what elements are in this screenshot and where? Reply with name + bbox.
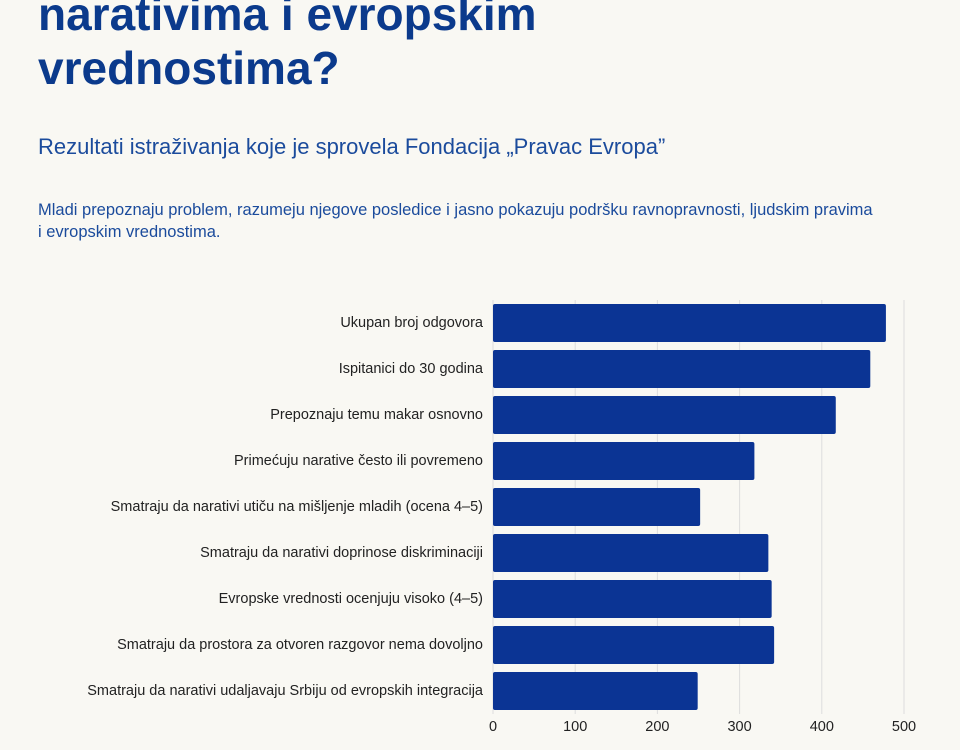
y-tick-label: Smatraju da narativi udaljavaju Srbiju o… [87,683,484,699]
y-tick-label: Evropske vrednosti ocenjuju visoko (4–5) [219,591,483,607]
y-tick-label: Prepoznaju temu makar osnovno [270,407,483,423]
bar [493,626,775,664]
chart-subtitle: Rezultati istraživanja koje je sprovela … [38,134,666,159]
y-tick-label: Smatraju da prostora za otvoren razgovor… [117,637,483,653]
x-tick-label: 400 [810,719,834,735]
bar [493,304,886,342]
y-tick-label: Smatraju da narativi doprinose diskrimin… [200,545,483,561]
chart-description: Mladi prepoznaju problem, razumeju njego… [38,201,873,241]
x-tick-label: 100 [563,719,587,735]
y-tick-label: Smatraju da narativi utiču na mišljenje … [111,499,483,515]
x-tick-label: 300 [727,719,751,735]
bar [493,672,698,710]
bar [493,396,836,434]
bar [493,534,769,572]
bar [493,488,701,526]
y-tick-label: Ispitanici do 30 godina [339,361,484,377]
x-tick-label: 0 [489,719,497,735]
bar [493,442,755,480]
y-tick-label: Ukupan broj odgovora [340,315,484,331]
bar [493,350,871,388]
y-tick-label: Primećuju narative često ili povremeno [234,453,483,469]
chart-title: narativima i evropskim vrednostima? [38,0,537,94]
x-tick-label: 500 [892,719,916,735]
bar [493,580,772,618]
x-tick-label: 200 [645,719,669,735]
